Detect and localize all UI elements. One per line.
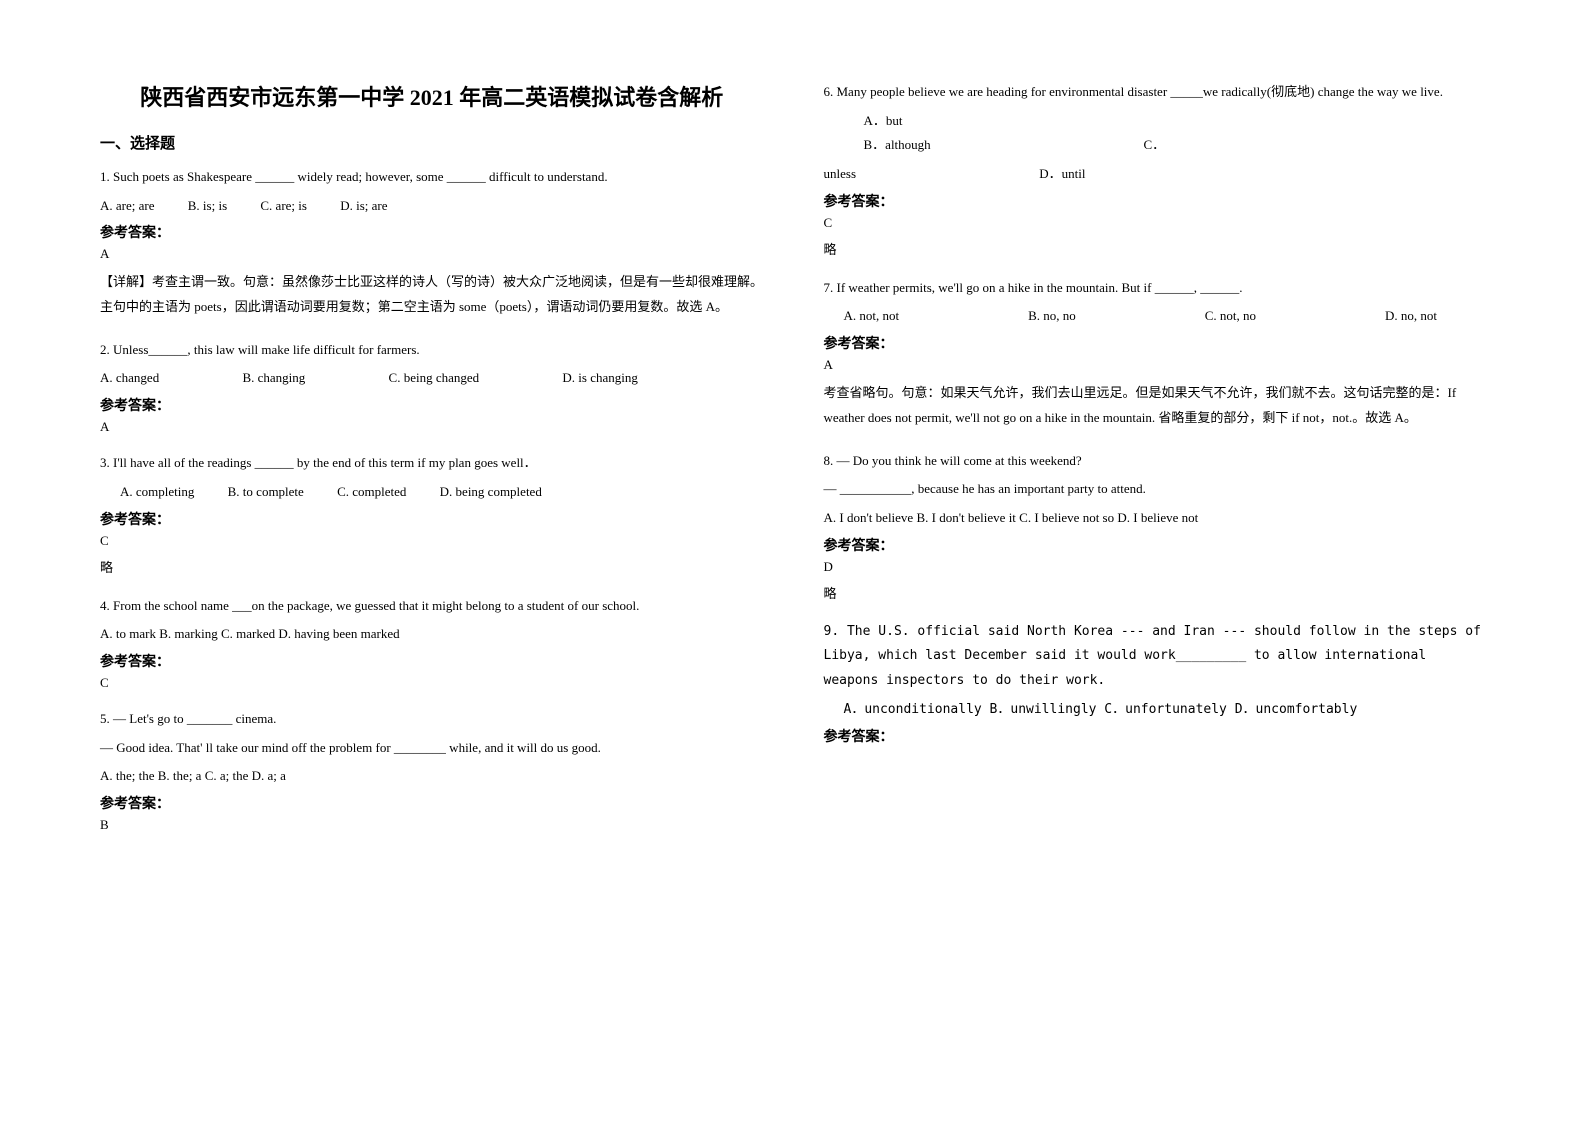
question-8: 8. — Do you think he will come at this w…	[824, 449, 1488, 612]
option-c: C. not, no	[1205, 304, 1256, 329]
option-c: C. being changed	[389, 370, 480, 385]
question-options: A. changed B. changing C. being changed …	[100, 366, 764, 391]
option-a: A．but	[864, 109, 1184, 134]
answer: A	[100, 246, 764, 262]
option-b: B. no, no	[1028, 304, 1076, 329]
question-options: A. the; the B. the; a C. a; the D. a; a	[100, 764, 764, 789]
option-d: D. is changing	[562, 370, 637, 385]
answer-label: 参考答案：	[824, 535, 1488, 555]
option-b: B. to complete	[228, 484, 304, 499]
question-7: 7. If weather permits, we'll go on a hik…	[824, 276, 1488, 441]
option-b: B. changing	[242, 370, 305, 385]
document-title: 陕西省西安市远东第一中学 2021 年高二英语模拟试卷含解析	[100, 80, 764, 112]
explanation: 考查省略句。句意：如果天气允许，我们去山里远足。但是如果天气不允许，我们就不去。…	[824, 381, 1488, 430]
answer: C	[100, 533, 764, 549]
option-b: B. is; is	[188, 198, 227, 213]
option-c: C. completed	[337, 484, 406, 499]
question-options: A. completing B. to complete C. complete…	[100, 480, 764, 505]
answer: C	[824, 215, 1488, 231]
question-5: 5. — Let's go to _______ cinema. — Good …	[100, 707, 764, 841]
option-a: A. not, not	[844, 304, 900, 329]
question-9: 9. The U.S. official said North Korea --…	[824, 620, 1488, 751]
question-2: 2. Unless______, this law will make life…	[100, 338, 764, 443]
answer-label: 参考答案：	[100, 222, 764, 242]
answer: A	[100, 419, 764, 435]
answer: B	[100, 817, 764, 833]
answer-label: 参考答案：	[100, 651, 764, 671]
question-text: 7. If weather permits, we'll go on a hik…	[824, 276, 1488, 301]
question-text-2: — Good idea. That' ll take our mind off …	[100, 736, 764, 761]
explanation: 【详解】考查主谓一致。句意：虽然像莎士比亚这样的诗人（写的诗）被大众广泛地阅读，…	[100, 270, 764, 319]
option-d: D. being completed	[440, 484, 542, 499]
option-a: A. are; are	[100, 198, 155, 213]
answer-label: 参考答案：	[824, 191, 1488, 211]
question-options: A．unconditionally B．unwillingly C．unfort…	[824, 698, 1488, 723]
brief: 略	[824, 583, 1488, 602]
answer-label: 参考答案：	[824, 726, 1488, 746]
question-options-line2: unless D．until	[824, 162, 1488, 187]
option-b: B．although	[864, 133, 1114, 158]
answer: D	[824, 559, 1488, 575]
answer-label: 参考答案：	[100, 793, 764, 813]
section-heading: 一、选择题	[100, 132, 764, 153]
question-text: 2. Unless______, this law will make life…	[100, 338, 764, 363]
brief: 略	[824, 239, 1488, 258]
question-options: A. not, not B. no, no C. not, no D. no, …	[824, 304, 1488, 329]
question-options: A. are; are B. is; is C. are; is D. is; …	[100, 194, 764, 219]
option-d: D. is; are	[340, 198, 387, 213]
option-c: C. are; is	[260, 198, 307, 213]
brief: 略	[100, 557, 764, 576]
question-options: A. I don't believe B. I don't believe it…	[824, 506, 1488, 531]
question-options: A．but B．although C．	[824, 109, 1488, 158]
option-c: unless	[824, 166, 857, 181]
question-text: 1. Such poets as Shakespeare ______ wide…	[100, 165, 764, 190]
option-d: D. no, not	[1385, 304, 1437, 329]
question-4: 4. From the school name ___on the packag…	[100, 594, 764, 699]
answer: A	[824, 357, 1488, 373]
left-column: 陕西省西安市远东第一中学 2021 年高二英语模拟试卷含解析 一、选择题 1. …	[100, 80, 764, 1042]
answer-label: 参考答案：	[824, 333, 1488, 353]
question-6: 6. Many people believe we are heading fo…	[824, 80, 1488, 268]
option-a: A. changed	[100, 370, 159, 385]
question-text: 4. From the school name ___on the packag…	[100, 594, 764, 619]
option-a: A. completing	[120, 484, 194, 499]
question-text: 6. Many people believe we are heading fo…	[824, 80, 1488, 105]
answer-label: 参考答案：	[100, 395, 764, 415]
answer-label: 参考答案：	[100, 509, 764, 529]
question-1: 1. Such poets as Shakespeare ______ wide…	[100, 165, 764, 330]
option-c-prefix: C．	[1144, 133, 1244, 158]
option-d: D．until	[1039, 166, 1085, 181]
question-3: 3. I'll have all of the readings ______ …	[100, 451, 764, 585]
right-column: 6. Many people believe we are heading fo…	[824, 80, 1488, 1042]
question-text: 9. The U.S. official said North Korea --…	[824, 620, 1488, 694]
question-text-1: 5. — Let's go to _______ cinema.	[100, 707, 764, 732]
question-text-2: — ___________, because he has an importa…	[824, 477, 1488, 502]
question-text: 3. I'll have all of the readings ______ …	[100, 451, 764, 476]
question-text-1: 8. — Do you think he will come at this w…	[824, 449, 1488, 474]
question-options: A. to mark B. marking C. marked D. havin…	[100, 622, 764, 647]
answer: C	[100, 675, 764, 691]
